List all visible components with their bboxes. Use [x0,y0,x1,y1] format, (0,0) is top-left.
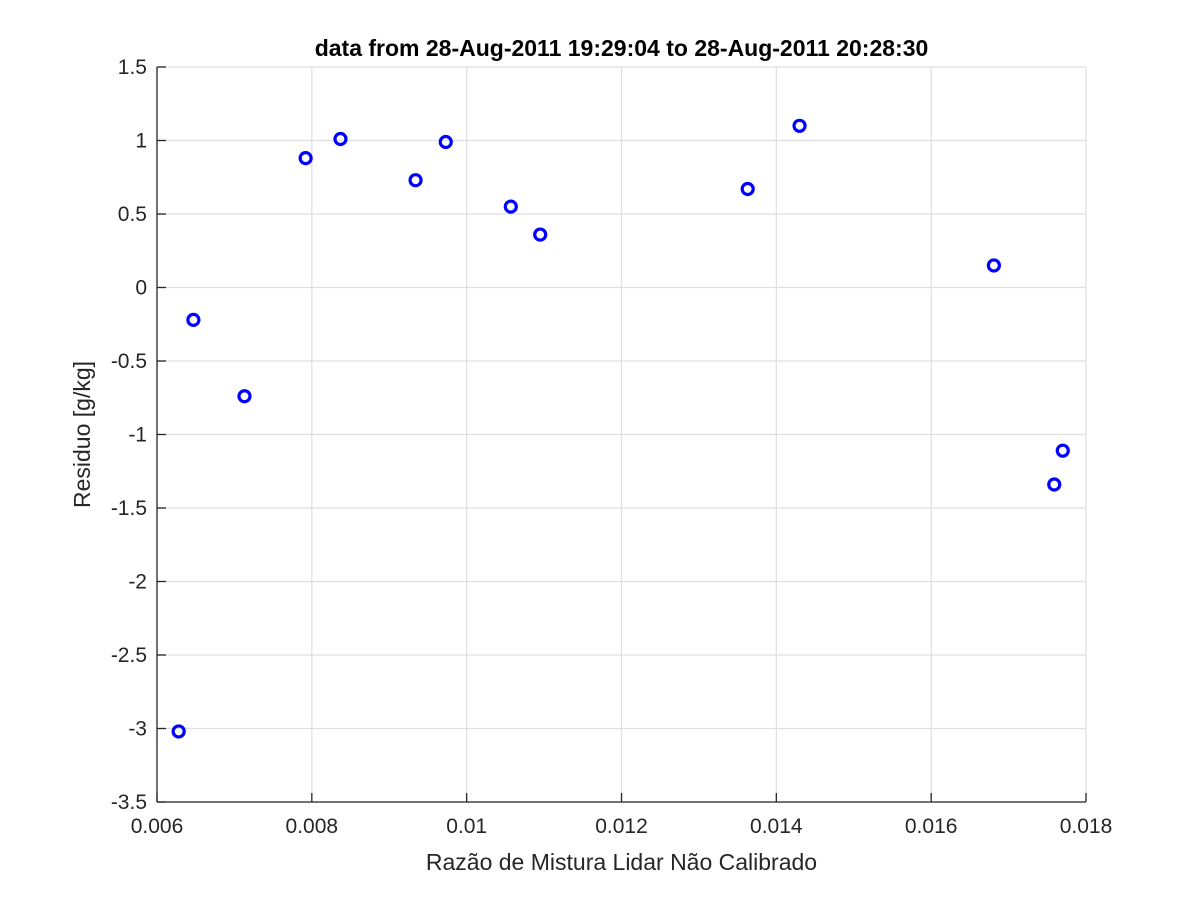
x-tick-label: 0.006 [131,815,184,838]
data-point [1047,477,1062,492]
data-point [1055,443,1070,458]
y-tick-label: 1.5 [118,56,147,79]
y-tick-label: -2.5 [111,644,147,667]
y-tick-label: -0.5 [111,350,147,373]
x-tick-label: 0.012 [595,815,648,838]
x-axis-label: Razão de Mistura Lidar Não Calibrado [426,849,817,875]
data-point [533,227,548,242]
x-tick-label: 0.008 [286,815,339,838]
data-points [171,118,1070,739]
x-tick-label: 0.01 [446,815,487,838]
chart-title: data from 28-Aug-2011 19:29:04 to 28-Aug… [315,35,929,61]
data-point [237,389,252,404]
data-point [792,118,807,133]
x-tick-label: 0.014 [750,815,803,838]
y-tick-label: 1 [135,130,147,153]
data-point [186,312,201,327]
data-point [171,724,186,739]
y-tick-label: -1 [128,424,147,447]
y-tick-label: -3.5 [111,791,147,814]
y-tick-label: -2 [128,571,147,594]
y-tick-label: -1.5 [111,497,147,520]
data-point [740,181,755,197]
data-point [333,131,348,147]
x-tick-label: 0.016 [905,815,958,838]
x-tick-label: 0.018 [1060,815,1113,838]
data-point [986,258,1001,273]
data-point [503,199,518,214]
y-tick-label: -3 [128,718,147,741]
data-point [438,134,453,150]
data-point [298,151,313,166]
y-tick-label: 0.5 [118,203,147,226]
axes [156,66,1087,803]
tick-labels: 0.006 0.008 0.01 0.012 0.014 0.016 0.018 -3.5 -3… [111,56,1112,838]
y-tick-label: 0 [135,277,147,300]
grid [156,66,1087,803]
y-axis-label: Residuo [g/kg] [69,361,95,508]
data-point [408,173,423,188]
